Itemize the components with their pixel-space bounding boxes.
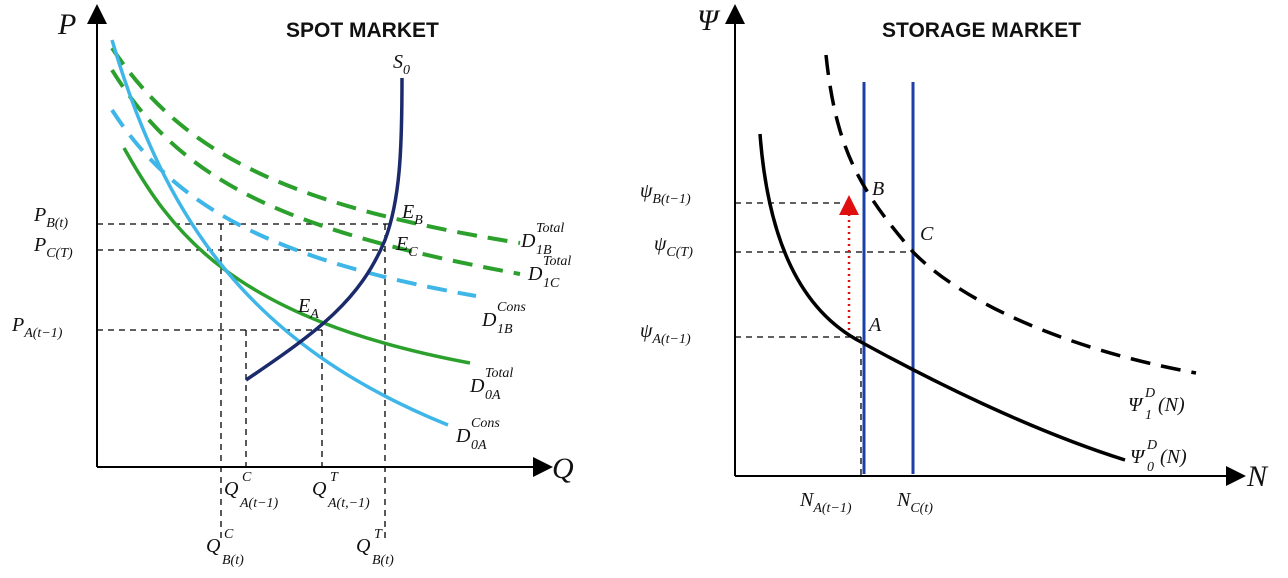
spot-market-panel: SPOT MARKET P Q S0 D Total 1B D: [11, 4, 574, 568]
svg-text:Total: Total: [536, 221, 564, 236]
label-point-a: A: [867, 314, 882, 336]
label-pc: PC(T): [33, 234, 73, 261]
svg-text:T: T: [374, 527, 383, 542]
svg-text:Q: Q: [206, 535, 221, 557]
spot-x-axis-label: Q: [552, 452, 574, 485]
svg-text:Q: Q: [224, 478, 239, 500]
label-d1b-cons: D Cons 1B: [481, 300, 526, 337]
svg-text:Q: Q: [356, 535, 371, 557]
svg-text:D: D: [527, 263, 543, 285]
storage-x-axis-label: N: [1246, 460, 1269, 493]
label-psic: ψC(T): [654, 233, 693, 260]
svg-text:Cons: Cons: [497, 300, 526, 315]
label-qac: Q C A(t−1): [224, 470, 279, 511]
label-ec: EC: [395, 233, 418, 260]
curve-d1c-total: [110, 68, 521, 276]
label-nc: NC(t): [896, 489, 933, 516]
curve-psi0: [758, 133, 1126, 462]
svg-text:Q: Q: [312, 478, 327, 500]
label-d0a-total: D Total 0A: [469, 366, 513, 403]
svg-text:(N): (N): [1158, 394, 1185, 416]
svg-text:Ψ: Ψ: [1128, 394, 1144, 416]
svg-text:D: D: [520, 230, 536, 252]
svg-text:A(t−1): A(t−1): [239, 496, 279, 511]
storage-market-panel: STORAGE MARKET Ψ N B C A ψB(t−1) ψC(T) ψ…: [640, 4, 1269, 516]
label-qbc: Q C B(t): [206, 527, 244, 568]
label-pa: PA(t−1): [11, 314, 63, 341]
curve-d0a-total: [122, 147, 471, 365]
svg-text:(N): (N): [1160, 446, 1187, 468]
label-psi1: Ψ D 1 (N): [1128, 386, 1185, 423]
svg-text:D: D: [481, 309, 497, 331]
label-pb: PB(t): [33, 204, 68, 231]
svg-text:0A: 0A: [485, 388, 501, 403]
label-d1c-total: D Total 1C: [527, 254, 571, 291]
label-eb: EB: [401, 201, 423, 228]
spot-y-axis-label: P: [57, 8, 76, 41]
label-ea: EA: [297, 295, 319, 322]
svg-text:D: D: [469, 375, 485, 397]
svg-text:0A: 0A: [471, 438, 487, 453]
svg-text:D: D: [1144, 386, 1155, 401]
label-point-b: B: [872, 178, 884, 200]
svg-text:1: 1: [1145, 408, 1152, 423]
storage-y-axis-label: Ψ: [697, 4, 721, 37]
svg-text:C: C: [224, 527, 234, 542]
label-na: NA(t−1): [799, 489, 852, 516]
svg-text:Cons: Cons: [471, 416, 500, 431]
label-qbt: Q T B(t): [356, 527, 394, 568]
label-s0: S0: [393, 51, 410, 78]
svg-text:C: C: [242, 470, 252, 485]
label-qat: Q T A(t,−1): [312, 470, 370, 511]
label-d1b-total: D Total 1B: [520, 221, 564, 258]
curve-psi1: [824, 54, 1197, 375]
curve-d1b-cons: [110, 108, 477, 298]
svg-text:Ψ: Ψ: [1130, 446, 1146, 468]
svg-text:B(t): B(t): [372, 553, 394, 568]
svg-text:Total: Total: [543, 254, 571, 269]
svg-text:1B: 1B: [497, 322, 513, 337]
svg-text:T: T: [330, 470, 339, 485]
curve-d1b-total: [110, 46, 521, 245]
label-psib: ψB(t−1): [640, 180, 691, 207]
label-point-c: C: [920, 223, 934, 245]
label-d0a-cons: D Cons 0A: [455, 416, 500, 453]
svg-text:1B: 1B: [536, 243, 552, 258]
label-psi0: Ψ D 0 (N): [1130, 438, 1187, 475]
svg-text:Total: Total: [485, 366, 513, 381]
svg-text:0: 0: [1147, 460, 1154, 475]
curve-d0a-cons: [110, 39, 449, 427]
svg-text:1C: 1C: [543, 276, 560, 291]
svg-text:D: D: [455, 425, 471, 447]
storage-market-title: STORAGE MARKET: [882, 19, 1081, 42]
svg-text:D: D: [1146, 438, 1157, 453]
svg-text:B(t): B(t): [222, 553, 244, 568]
label-psia: ψA(t−1): [640, 320, 691, 347]
svg-text:A(t,−1): A(t,−1): [327, 496, 370, 511]
spot-market-title: SPOT MARKET: [286, 19, 439, 42]
curve-s0: [245, 77, 404, 382]
